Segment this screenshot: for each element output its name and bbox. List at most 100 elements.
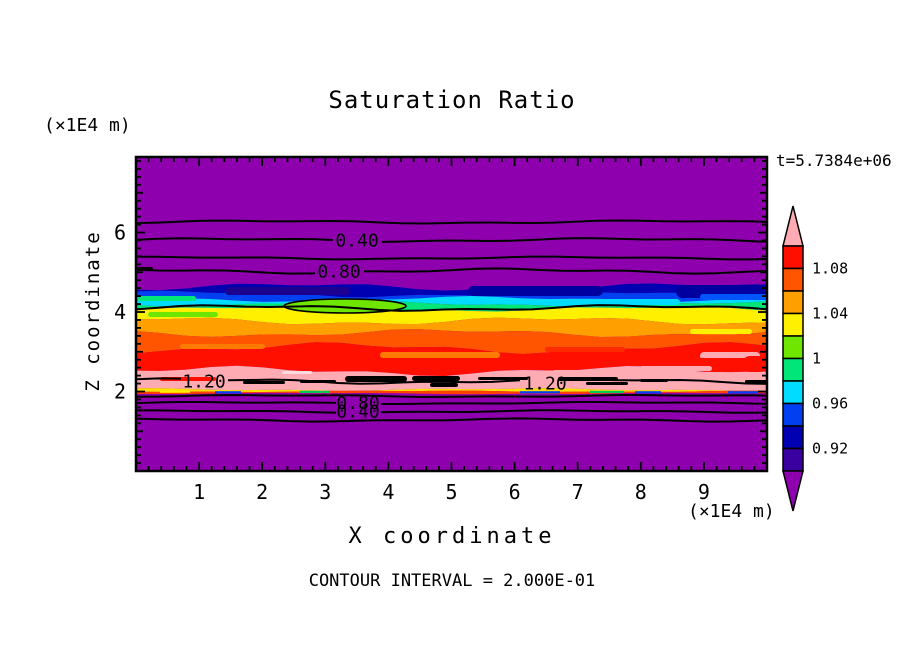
colorbar-segment xyxy=(782,335,804,360)
band-streak xyxy=(545,347,625,352)
colorbar-segment xyxy=(782,312,804,337)
contour-scribble xyxy=(745,380,767,383)
x-tick-label: 7 xyxy=(572,480,584,504)
colorbar-segment xyxy=(782,357,804,382)
x-tick-label: 8 xyxy=(635,480,647,504)
y-axis-units-label: (×1E4 m) xyxy=(44,115,131,136)
contour-line xyxy=(136,268,316,275)
contour-line xyxy=(136,377,182,381)
contour-scribble xyxy=(345,376,407,382)
contour-line xyxy=(136,237,334,242)
color-band xyxy=(136,390,767,395)
contour-line xyxy=(136,255,767,261)
band-streak xyxy=(148,312,218,317)
colorbar-label: 1.04 xyxy=(812,305,848,323)
band-streak xyxy=(380,352,500,358)
contour-scribble xyxy=(300,380,336,383)
contour-label: 0.80 xyxy=(336,393,379,414)
band-streak xyxy=(230,373,308,378)
x-tick-label: 2 xyxy=(256,480,268,504)
contour-line xyxy=(227,378,521,385)
contour-scribble xyxy=(478,377,528,380)
x-tick-label: 3 xyxy=(319,480,331,504)
contour-line xyxy=(381,237,767,243)
band-streak xyxy=(690,329,752,334)
strip-dash xyxy=(215,391,241,394)
contour-label: 1.20 xyxy=(182,372,225,393)
x-tick-label: 4 xyxy=(382,480,394,504)
contour-line xyxy=(380,409,767,414)
colorbar-segment xyxy=(782,290,804,315)
band-streak xyxy=(700,294,767,300)
strip-dash xyxy=(160,390,190,393)
contour-line xyxy=(136,394,767,398)
contour-scribble xyxy=(430,383,458,387)
contour-line xyxy=(380,400,767,406)
colorbar-arrow-down xyxy=(782,470,804,512)
contour-scribble xyxy=(586,382,628,385)
contour-scribble xyxy=(558,377,618,381)
x-tick-label: 1 xyxy=(193,480,205,504)
time-stamp-label: t=5.7384e+06 xyxy=(776,151,892,170)
contour-line xyxy=(136,401,337,405)
colorbar-label: 0.96 xyxy=(812,395,848,413)
contour-line xyxy=(363,267,767,275)
contour-scribble xyxy=(412,376,460,381)
x-tick-label: 5 xyxy=(445,480,457,504)
strip-dash xyxy=(590,390,624,393)
contour-line xyxy=(136,219,767,225)
color-band xyxy=(136,283,767,298)
contour-scribble xyxy=(137,267,153,271)
contour-line xyxy=(136,409,337,414)
band-streak xyxy=(553,370,605,374)
colorbar-label: 1.08 xyxy=(812,260,848,278)
colorbar-segment xyxy=(782,380,804,405)
strip-dash xyxy=(635,391,661,394)
strip-dash xyxy=(520,391,560,394)
colorbar-segment xyxy=(782,447,804,472)
contour-scribble xyxy=(243,381,285,384)
chart-title: Saturation Ratio xyxy=(328,86,576,114)
y-tick-label: 4 xyxy=(114,300,126,324)
x-axis-units-label: (×1E4 m) xyxy=(688,501,775,522)
y-tick-label: 2 xyxy=(114,380,126,404)
colorbar-segment xyxy=(782,245,804,270)
contour-interval-note: CONTOUR INTERVAL = 2.000E-01 xyxy=(308,571,596,591)
x-tick-label: 6 xyxy=(509,480,521,504)
band-streak xyxy=(640,366,712,371)
contour-line xyxy=(136,304,767,312)
contour-label: 0.80 xyxy=(317,262,360,283)
colorbar-segment xyxy=(782,425,804,450)
band-streak xyxy=(742,356,767,372)
band-streak xyxy=(136,296,196,301)
y-tick-label: 6 xyxy=(114,221,126,245)
colorbar-label: 0.92 xyxy=(812,440,848,458)
x-tick-label: 9 xyxy=(698,480,710,504)
contour-label: 0.40 xyxy=(335,231,378,252)
x-axis-title: X coordinate xyxy=(348,524,556,549)
band-streak xyxy=(430,361,548,366)
plot-interior: 0.400.801.20 1.200.800.40 xyxy=(136,157,767,471)
colorbar-arrow-up xyxy=(782,205,804,247)
band-streak xyxy=(225,287,350,295)
contour-label: 1.20 xyxy=(523,374,566,395)
contour-label: 0.40 xyxy=(336,402,379,423)
strip-dash xyxy=(728,391,758,394)
y-axis-title: Z coordinate xyxy=(82,230,104,392)
colorbar-segment xyxy=(782,267,804,292)
colorbar-label: 1 xyxy=(812,350,821,368)
contour-line xyxy=(136,417,767,423)
band-streak xyxy=(468,286,603,296)
band-streak xyxy=(180,344,265,349)
band-streak xyxy=(560,299,680,305)
contour-scribble xyxy=(640,379,668,382)
color-band xyxy=(136,306,767,325)
band-streak xyxy=(598,358,760,363)
colorbar-segment xyxy=(782,402,804,427)
color-band xyxy=(136,317,767,337)
strip-dash xyxy=(300,390,330,393)
band-streak xyxy=(282,371,312,374)
band-streak xyxy=(300,358,440,364)
